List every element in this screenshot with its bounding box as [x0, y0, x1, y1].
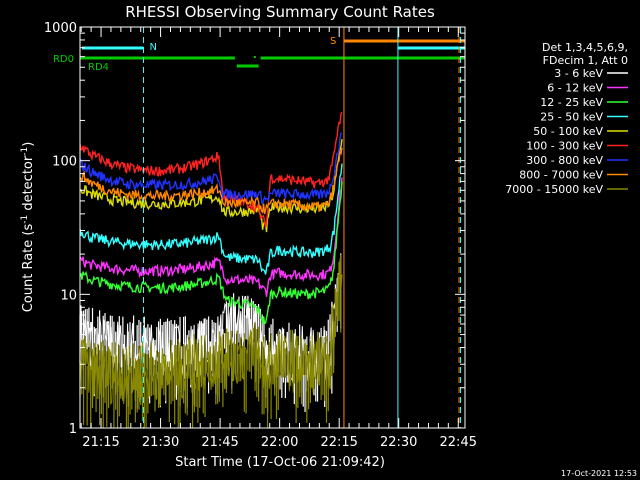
x-tick-label: 22:00 [261, 435, 298, 450]
x-axis-label: Start Time (17-Oct-06 21:09:42) [175, 455, 385, 470]
flag-label: S [330, 36, 336, 47]
y-tick-label: 100 [52, 155, 77, 170]
legend-label: 25 - 50 keV [540, 111, 603, 124]
series-line [79, 163, 343, 275]
series-line [79, 181, 343, 326]
flag-dot [253, 56, 256, 58]
legend-label: 300 - 800 keV [526, 154, 603, 167]
y-tick-label: 1000 [44, 21, 77, 36]
x-tick-label: 22:45 [440, 435, 477, 450]
series-line [79, 147, 343, 215]
x-tick-label: 21:45 [201, 435, 238, 450]
y-label-sup: -1 [20, 215, 30, 224]
flag-group: N S RD0 RD4 [53, 36, 465, 73]
legend: Det 1,3,4,5,6,9, FDecim 1, Att 0 3 - 6 k… [505, 41, 628, 196]
flag-label: RD4 [88, 62, 109, 73]
y-label-part: Count Rate (s [21, 224, 36, 313]
x-axis: 21:15 21:30 21:45 22:00 22:15 22:30 22:45 [80, 27, 477, 450]
legend-header-line: FDecim 1, Att 0 [543, 54, 628, 67]
y-axis-label: Count Rate (s-1 detector-1) [20, 142, 36, 313]
chart-title: RHESSI Observing Summary Count Rates [125, 3, 435, 21]
flag-label: N [150, 42, 157, 53]
y-tick-label: 1 [69, 422, 77, 437]
series-line [79, 132, 343, 206]
legend-label: 800 - 7000 keV [519, 169, 603, 182]
footer-date: 17-Oct-2021 12:53 [561, 469, 637, 478]
legend-label: 50 - 100 keV [533, 125, 603, 138]
legend-label: 7000 - 15000 keV [505, 183, 603, 196]
legend-label: 6 - 12 keV [547, 82, 603, 95]
series-line [79, 111, 343, 228]
y-axis: 1 10 100 1000 [44, 21, 465, 437]
x-tick-label: 21:30 [142, 435, 179, 450]
y-label-part: detector [21, 155, 36, 215]
x-tick-label: 22:30 [380, 435, 417, 450]
y-label-sup: -1 [20, 147, 30, 156]
legend-label: 12 - 25 keV [540, 96, 603, 109]
legend-label: 100 - 300 keV [526, 140, 603, 153]
flag-label: RD0 [53, 54, 74, 65]
legend-header-line: Det 1,3,4,5,6,9, [542, 41, 628, 54]
plot-frame [79, 26, 466, 429]
y-label-part: ) [21, 142, 36, 147]
series-line [79, 177, 343, 297]
x-tick-label: 22:15 [320, 435, 357, 450]
legend-label: 3 - 6 keV [554, 67, 603, 80]
series-group [79, 111, 343, 428]
x-tick-label: 21:15 [82, 435, 119, 450]
series-line [79, 139, 343, 233]
y-tick-label: 10 [60, 288, 77, 303]
